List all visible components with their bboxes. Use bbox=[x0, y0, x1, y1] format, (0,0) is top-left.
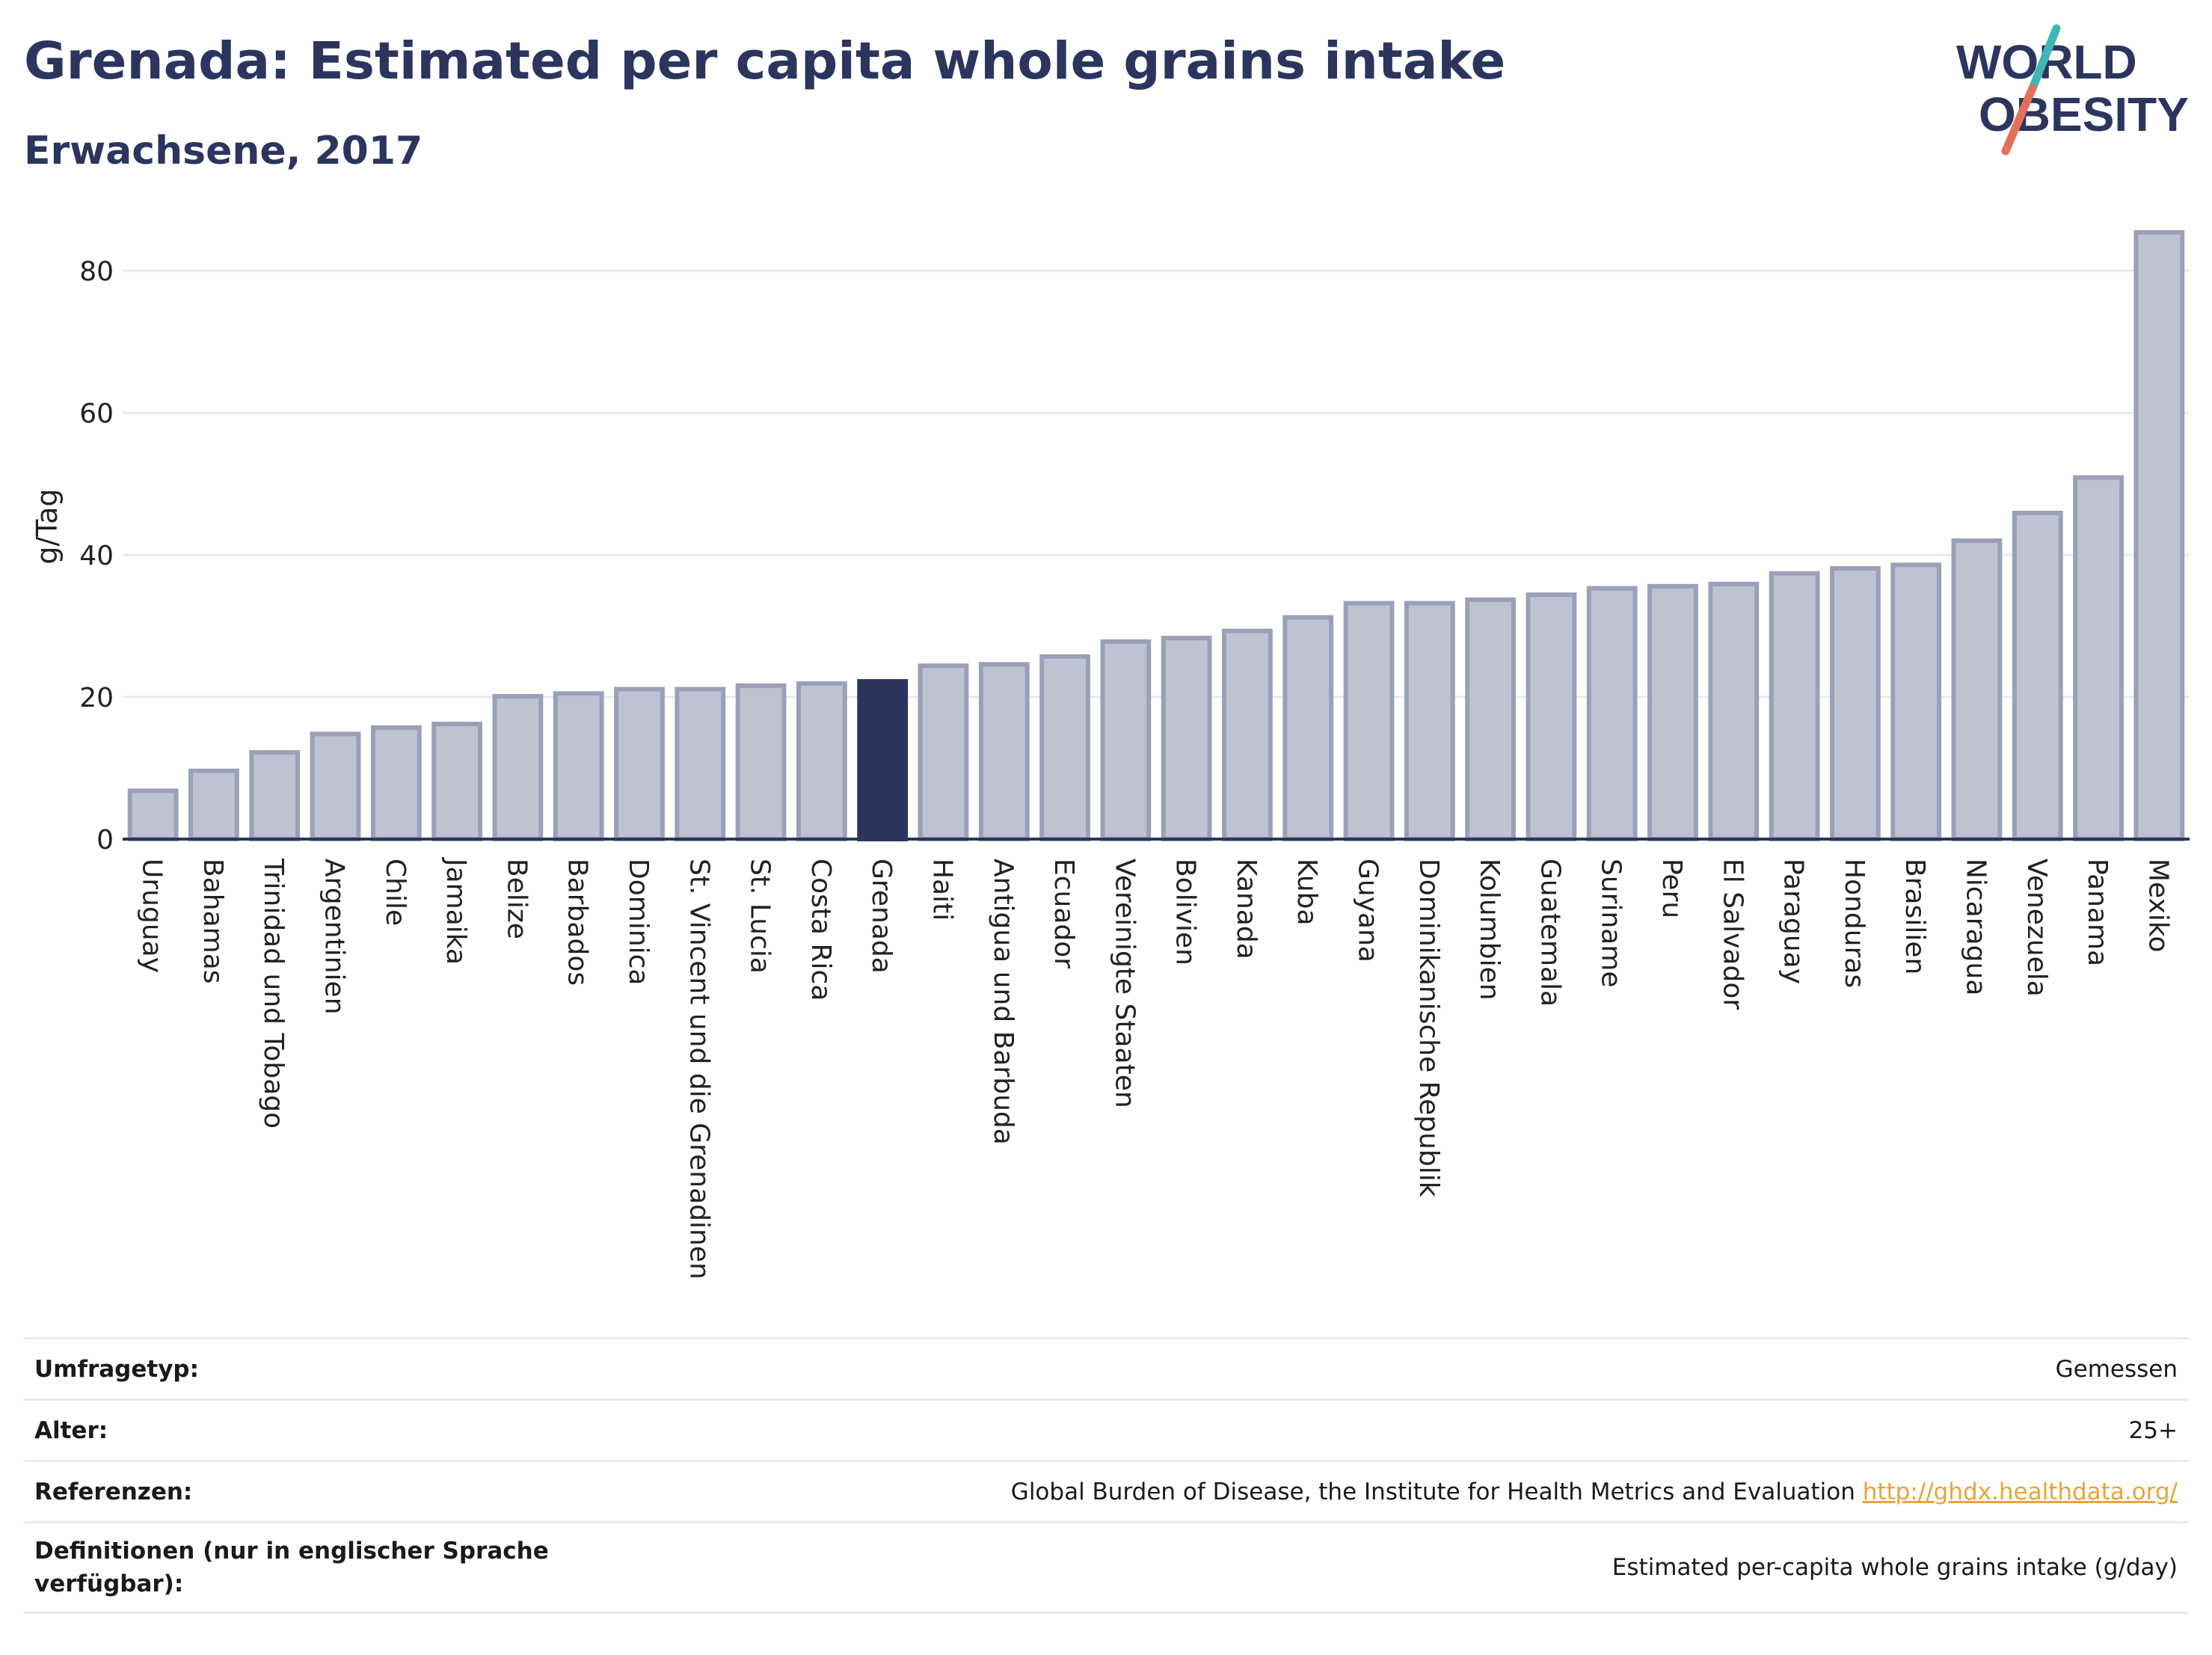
x-tick-label: Haiti bbox=[927, 859, 957, 921]
bar bbox=[492, 694, 544, 841]
info-row-references: Referenzen: Global Burden of Disease, th… bbox=[24, 1460, 2188, 1521]
x-tick-label: Peru bbox=[1656, 859, 1687, 918]
bar bbox=[1708, 581, 1760, 841]
x-tick-label: Vereinigte Staaten bbox=[1109, 859, 1140, 1108]
bar bbox=[553, 691, 604, 841]
x-tick-label: Uruguay bbox=[137, 859, 168, 973]
bar bbox=[1769, 571, 1820, 841]
bar bbox=[1343, 601, 1395, 841]
x-tick-label: Kanada bbox=[1231, 859, 1262, 959]
bar bbox=[675, 687, 726, 841]
x-tick-label: Antigua und Barbuda bbox=[988, 859, 1019, 1145]
x-tick-label: Jamaika bbox=[440, 857, 471, 965]
bar bbox=[188, 768, 239, 842]
x-tick-label: Bahamas bbox=[197, 859, 228, 984]
y-tick-label: 60 bbox=[79, 399, 114, 429]
bar bbox=[1404, 601, 1455, 841]
info-row-survey-type: Umfragetyp: Gemessen bbox=[24, 1337, 2188, 1398]
info-label: Umfragetyp: bbox=[34, 1355, 199, 1383]
x-tick-label: Chile bbox=[380, 859, 411, 926]
y-tick-label: 40 bbox=[79, 541, 114, 571]
x-tick-label: Ecuador bbox=[1048, 859, 1079, 968]
info-value: 25+ bbox=[2128, 1416, 2178, 1444]
x-tick-label: Suriname bbox=[1596, 859, 1626, 988]
bar bbox=[1586, 586, 1638, 842]
bar bbox=[310, 731, 361, 842]
x-tick-label: St. Lucia bbox=[745, 859, 775, 974]
bar bbox=[1890, 562, 1942, 841]
x-tick-label: Kuba bbox=[1291, 859, 1322, 926]
x-tick-label: Dominica bbox=[623, 859, 654, 986]
x-tick-label: Panama bbox=[2082, 859, 2113, 966]
info-label: Referenzen: bbox=[34, 1478, 193, 1505]
x-tick-label: Bolivien bbox=[1170, 859, 1201, 965]
x-tick-label: Venezuela bbox=[2021, 859, 2052, 997]
bar bbox=[1465, 597, 1517, 841]
info-label: Alter: bbox=[34, 1416, 108, 1444]
bar bbox=[1161, 636, 1212, 842]
bar bbox=[1282, 615, 1334, 841]
x-tick-label: Brasilien bbox=[1899, 859, 1930, 974]
y-tick-label: 20 bbox=[79, 683, 114, 713]
info-value: Global Burden of Disease, the Institute … bbox=[1011, 1479, 2178, 1505]
x-tick-label: Grenada bbox=[866, 859, 897, 974]
x-tick-label: El Salvador bbox=[1717, 859, 1748, 1010]
bar bbox=[857, 679, 909, 841]
logo-slash-coral bbox=[2001, 84, 2037, 156]
bar bbox=[1222, 628, 1273, 842]
bar bbox=[2133, 230, 2185, 841]
x-tick-label: Costa Rica bbox=[805, 859, 836, 1001]
x-tick-label: St. Vincent und die Grenadinen bbox=[683, 859, 714, 1280]
bar bbox=[1526, 592, 1577, 841]
info-table: Umfragetyp: Gemessen Alter: 25+ Referenz… bbox=[24, 1337, 2188, 1614]
x-tick-label: Honduras bbox=[1839, 859, 1870, 988]
bar bbox=[431, 722, 483, 841]
x-tick-label: Mexiko bbox=[2142, 859, 2173, 952]
chart-subtitle: Erwachsene, 2017 bbox=[24, 129, 423, 174]
bar bbox=[735, 683, 787, 841]
bar bbox=[249, 750, 301, 841]
y-tick-label: 0 bbox=[96, 825, 114, 856]
x-tick-label: Belize bbox=[501, 859, 532, 939]
bar bbox=[1647, 583, 1698, 841]
bar bbox=[127, 788, 179, 842]
bar bbox=[1100, 639, 1152, 842]
x-tick-label: Nicaragua bbox=[1960, 859, 1991, 995]
bar-chart: 0 20 40 60 80 g/Tag Uruguay Bahamas Trinidad und… bbox=[31, 230, 2190, 1280]
bar bbox=[2073, 475, 2124, 841]
info-value: Gemessen bbox=[2055, 1355, 2178, 1383]
x-tick-label: Barbados bbox=[562, 859, 593, 986]
reference-text: Global Burden of Disease, the Institute … bbox=[1010, 1478, 1855, 1505]
bar bbox=[978, 662, 1030, 841]
info-row-age: Alter: 25+ bbox=[24, 1398, 2188, 1460]
x-tick-label: Paraguay bbox=[1778, 859, 1809, 984]
bar bbox=[2012, 510, 2063, 841]
info-value: Estimated per-capita whole grains intake… bbox=[1612, 1554, 2178, 1581]
logo-slash-teal bbox=[2028, 24, 2061, 93]
world-obesity-logo: WORLD OBESITY bbox=[1956, 24, 2189, 156]
reference-link[interactable]: http://ghdx.healthdata.org/ bbox=[1862, 1478, 2178, 1505]
bar bbox=[918, 663, 969, 842]
x-tick-label: Guyana bbox=[1353, 859, 1383, 962]
bar bbox=[614, 687, 665, 841]
y-axis-label: g/Tag bbox=[31, 488, 64, 564]
bar bbox=[1829, 566, 1881, 841]
x-tick-label: Guatemala bbox=[1534, 859, 1565, 1007]
bar bbox=[370, 725, 422, 841]
x-tick-label: Kolumbien bbox=[1474, 859, 1505, 1001]
bar bbox=[1039, 654, 1090, 841]
x-tick-label: Dominikanische Republik bbox=[1413, 859, 1444, 1197]
chart-title: Grenada: Estimated per capita whole grai… bbox=[24, 31, 1506, 91]
info-label: Definitionen (nur in englischer Sprache … bbox=[34, 1538, 549, 1597]
info-row-definitions: Definitionen (nur in englischer Sprache … bbox=[24, 1521, 2188, 1614]
x-tick-label: Argentinien bbox=[319, 859, 350, 1015]
bar bbox=[1951, 538, 2003, 841]
x-tick-label: Trinidad und Tobago bbox=[258, 858, 289, 1129]
bar bbox=[796, 681, 847, 842]
y-tick-label: 80 bbox=[79, 257, 114, 287]
